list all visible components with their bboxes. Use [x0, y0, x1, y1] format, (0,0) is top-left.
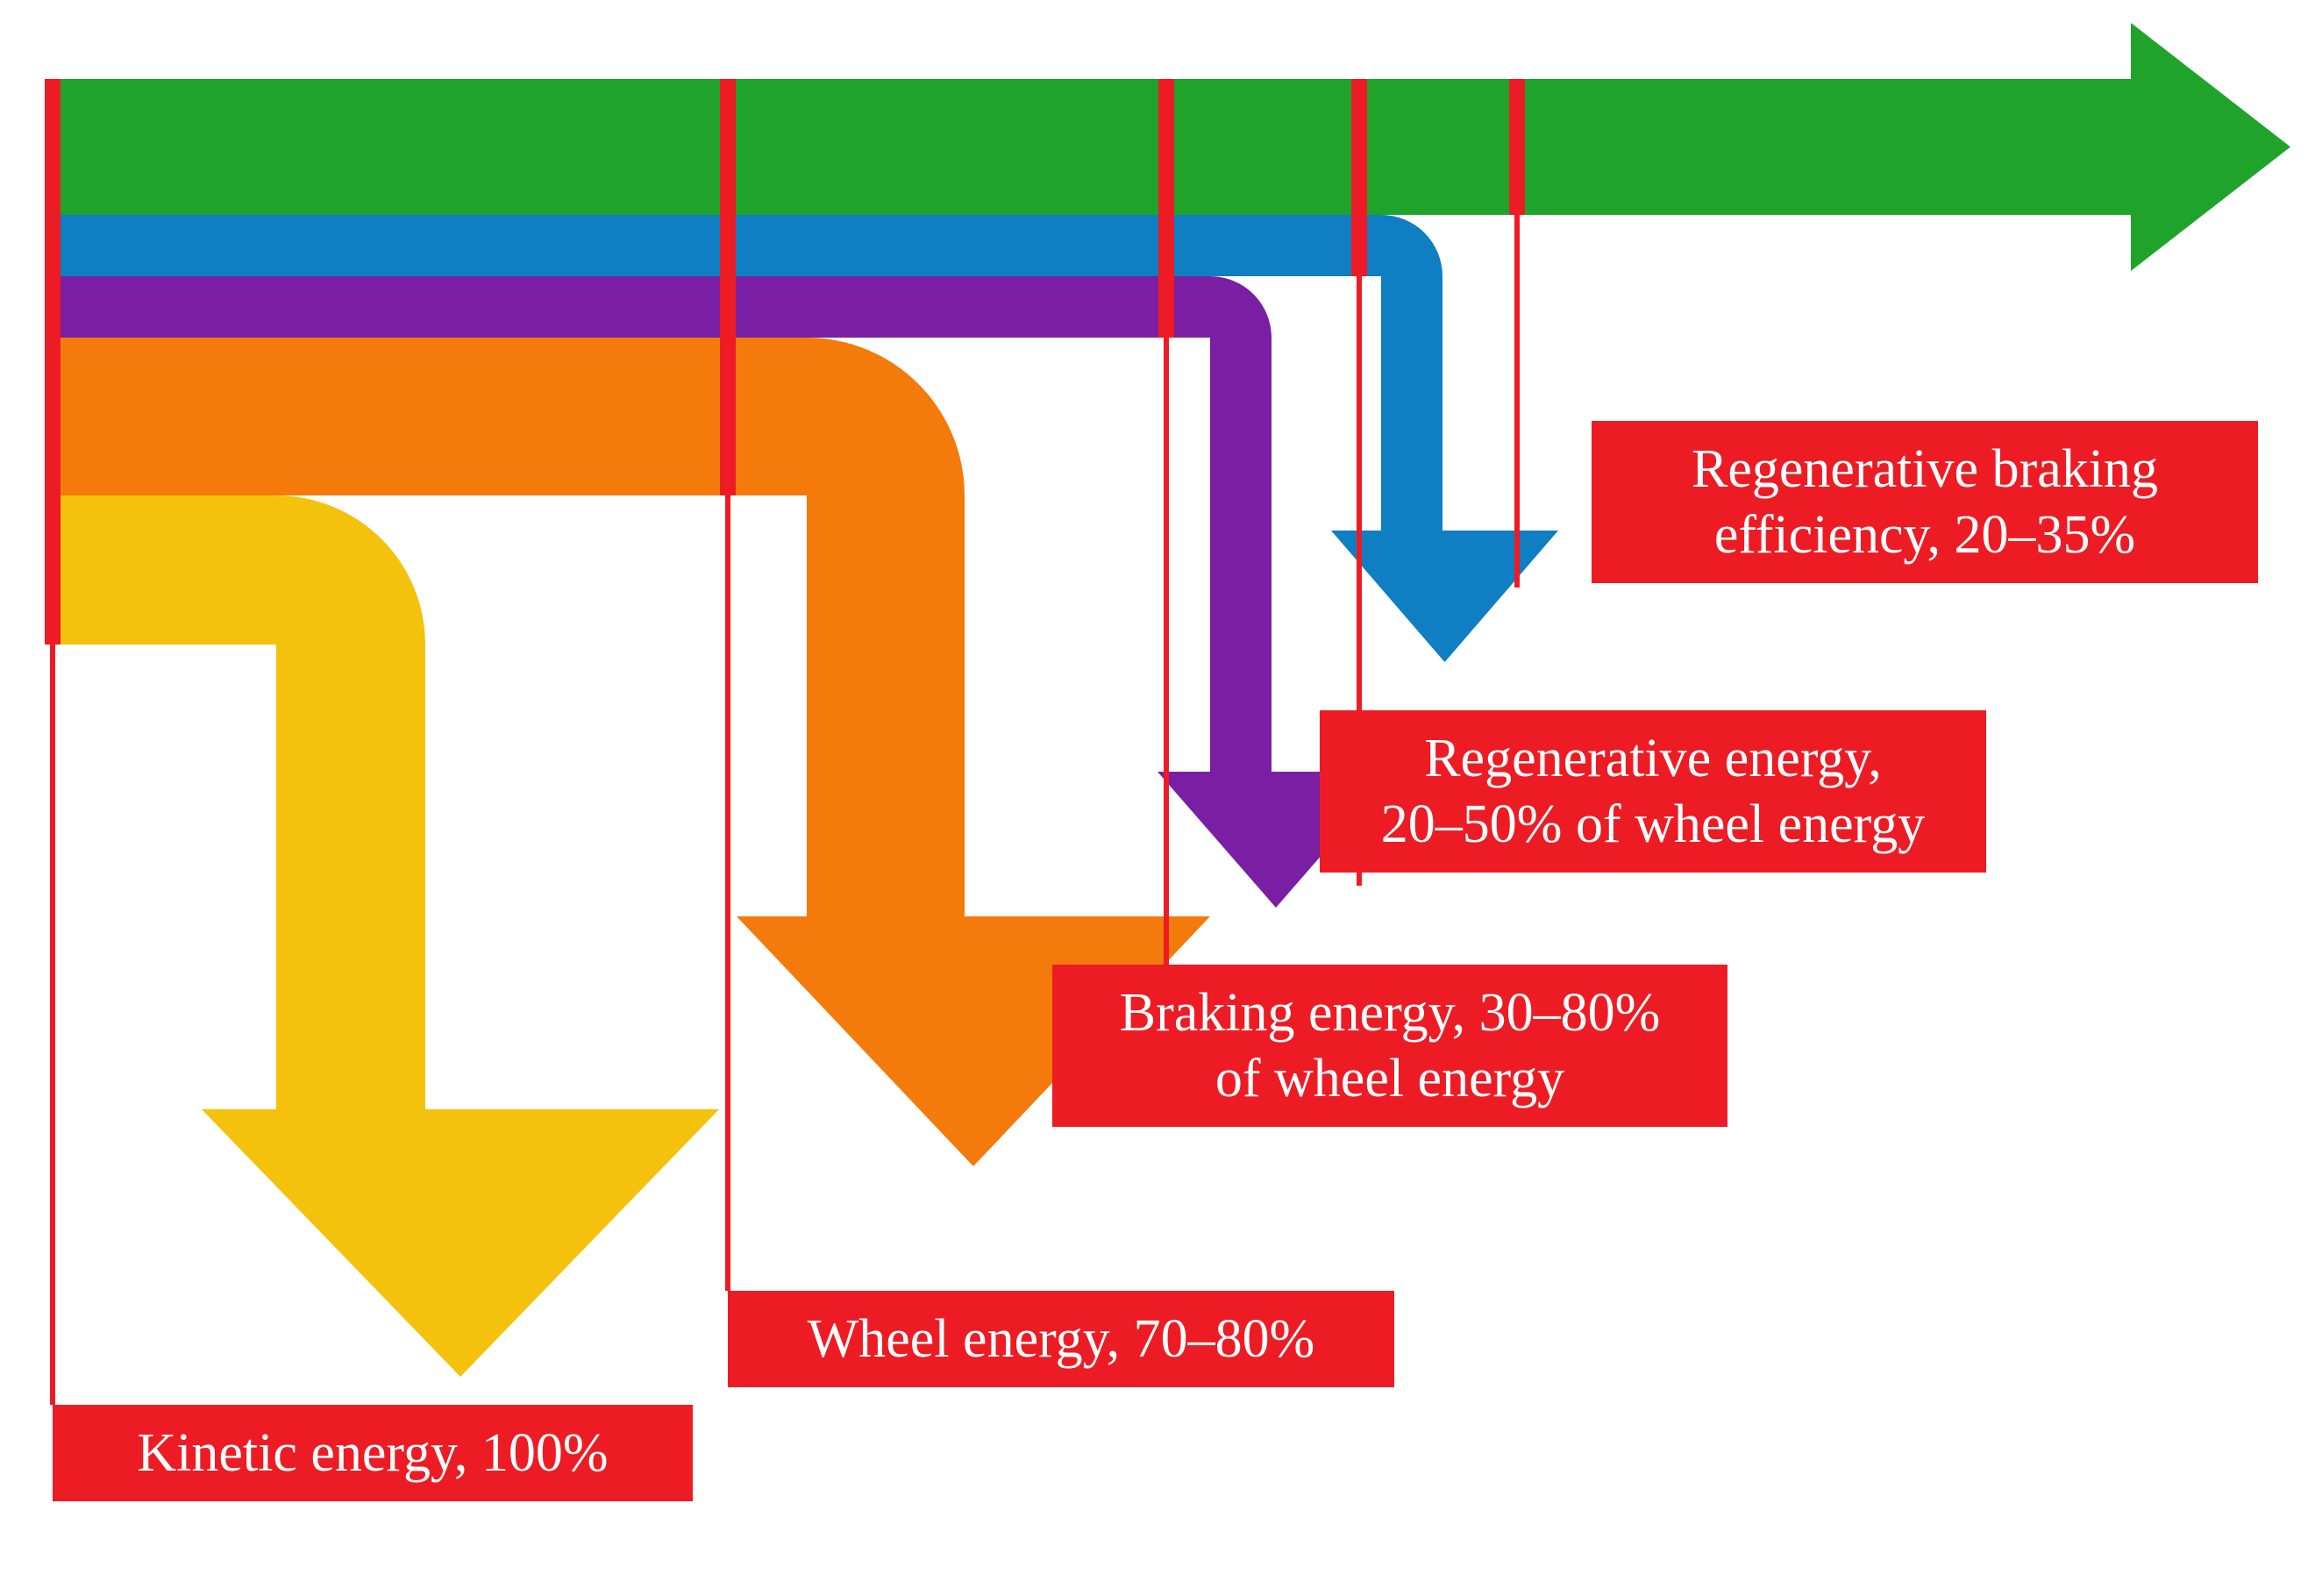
stage-line-thick	[45, 79, 61, 645]
label-line: Regenerative braking	[1692, 437, 2158, 502]
label-line: efficiency, 20–35%	[1714, 502, 2135, 567]
label-line: Regenerative energy,	[1424, 726, 1882, 791]
stage-line-thick	[720, 79, 736, 495]
stage-line-thick	[1158, 79, 1174, 338]
label-line: of wheel energy	[1215, 1046, 1564, 1111]
label-line: Braking energy, 30–80%	[1120, 980, 1660, 1045]
yellow-flow-arrow	[53, 495, 719, 1377]
label-braking: Braking energy, 30–80%of wheel energy	[1052, 965, 1727, 1127]
green-arrowhead	[2131, 23, 2290, 271]
stage-line-thick	[1351, 79, 1367, 276]
label-wheel: Wheel energy, 70–80%	[728, 1291, 1394, 1387]
label-eff: Regenerative brakingefficiency, 20–35%	[1592, 421, 2258, 583]
label-line: Wheel energy, 70–80%	[808, 1307, 1314, 1372]
label-kinetic: Kinetic energy, 100%	[53, 1405, 693, 1501]
energy-flow-diagram: Kinetic energy, 100% Wheel energy, 70–80%…	[0, 0, 2315, 1592]
orange-flow-arrow	[53, 338, 1210, 1166]
green-band	[53, 79, 2131, 215]
stage-line-thick	[1509, 79, 1525, 215]
label-line: 20–50% of wheel energy	[1381, 792, 1925, 857]
label-line: Kinetic energy, 100%	[137, 1421, 608, 1486]
label-regen: Regenerative energy,20–50% of wheel ener…	[1320, 710, 1986, 873]
